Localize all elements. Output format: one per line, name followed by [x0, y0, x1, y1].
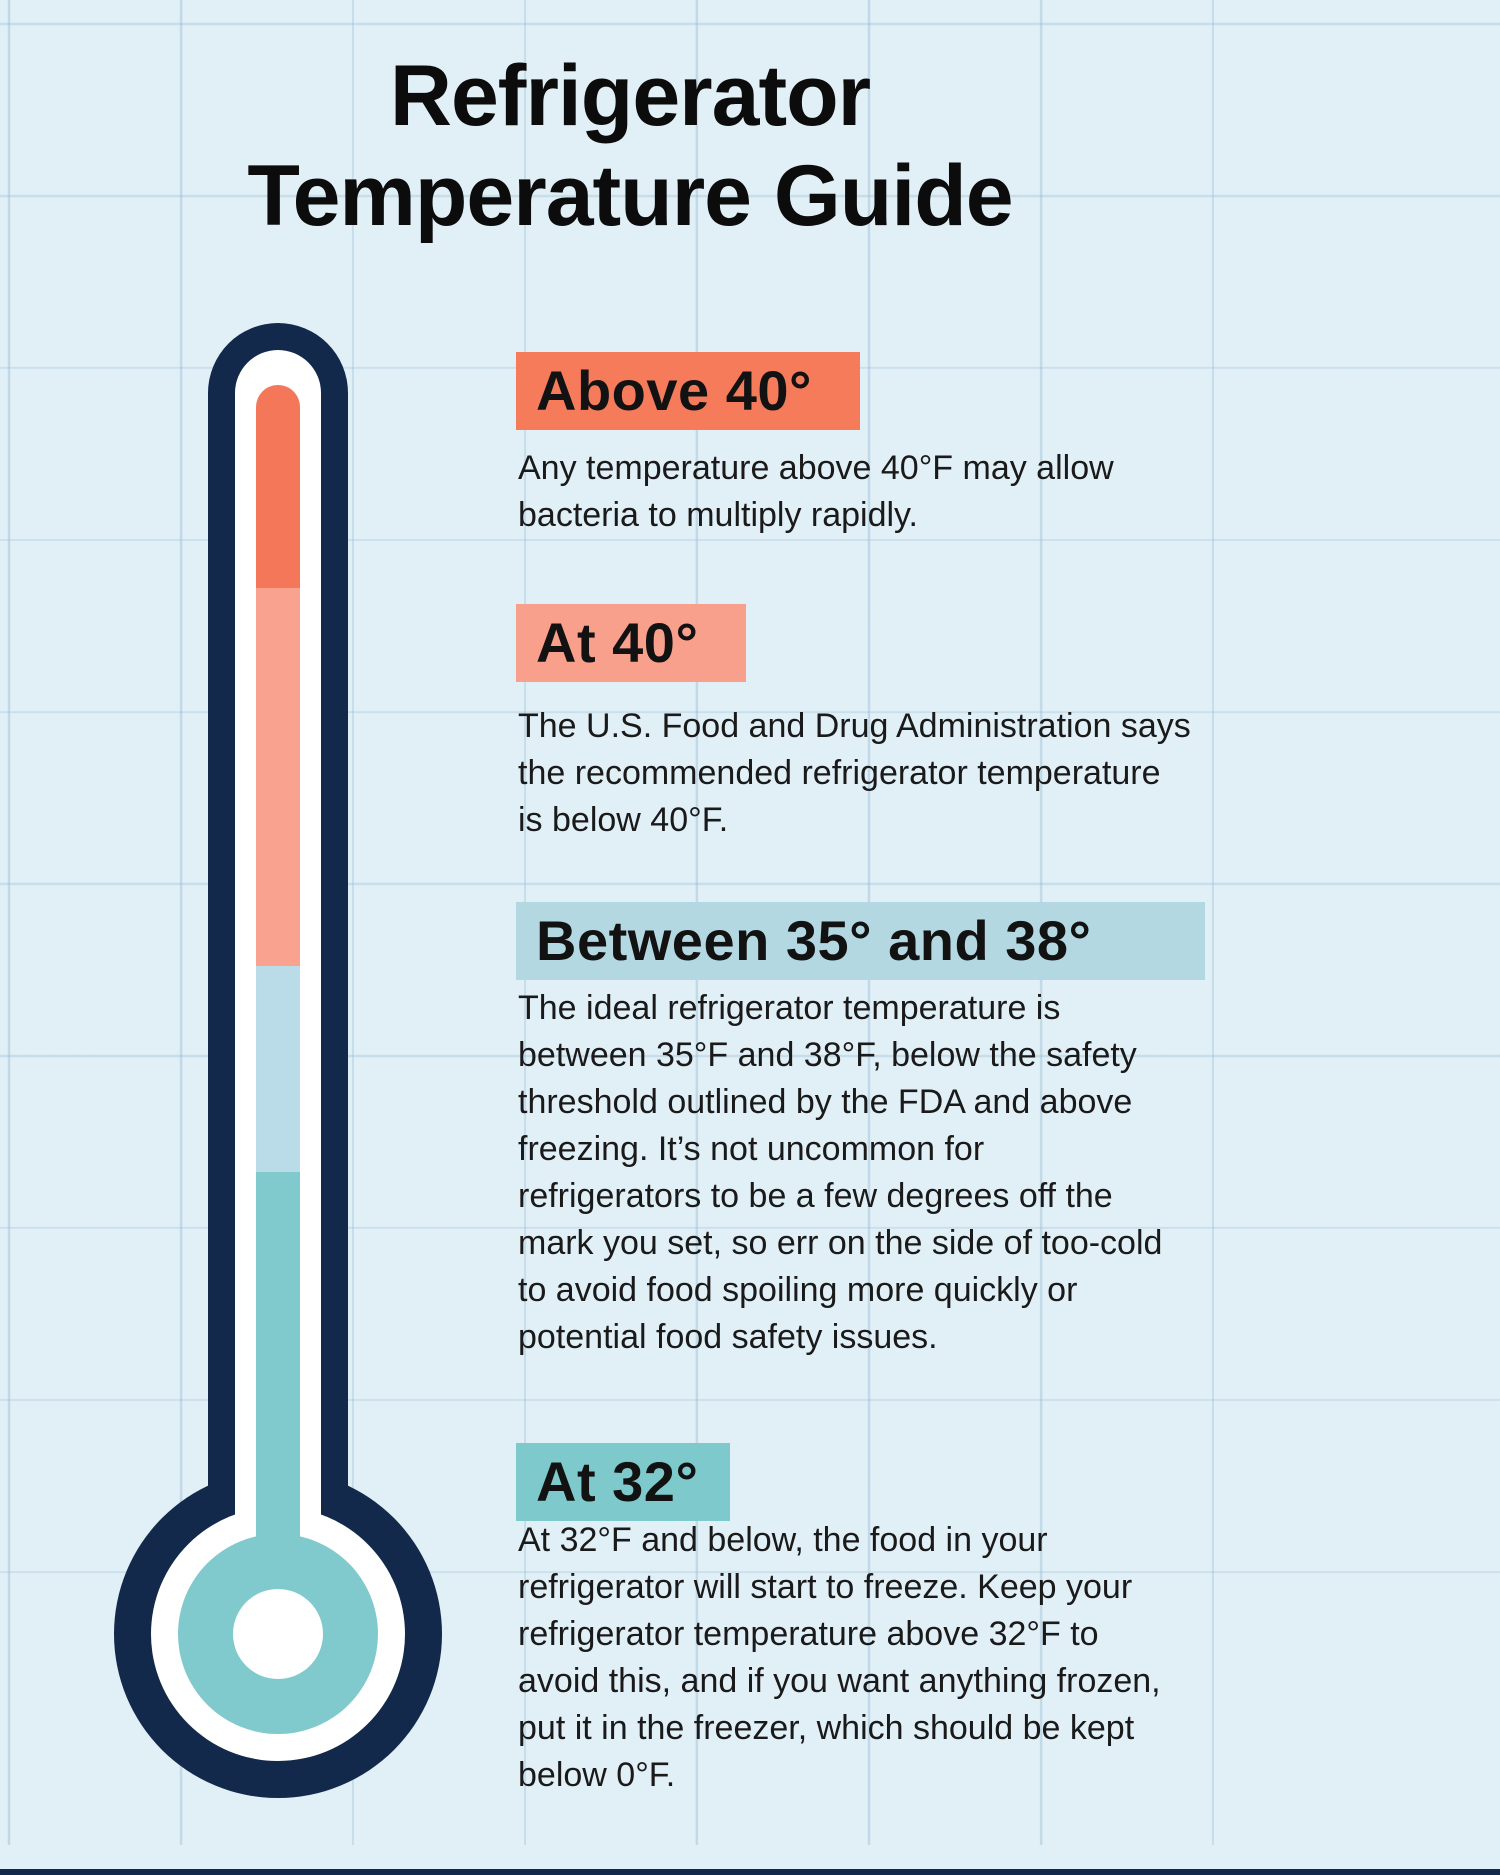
section-body-above-40: Any temperature above 40°F may allow bac…: [518, 449, 1114, 534]
section-body-at-40: The U.S. Food and Drug Administration sa…: [518, 707, 1191, 839]
section-heading-at-40: At 40°: [516, 604, 746, 682]
thermometer-segment-above-40: [256, 385, 300, 625]
thermometer-bulb-hole: [233, 1589, 323, 1679]
thermometer-segment-at-32: [178, 1172, 378, 1734]
thermometer-segment-at-40: [256, 588, 300, 966]
bottom-accent-bar: [0, 1869, 1500, 1875]
thermometer-segment-between-35-38: [256, 966, 300, 1172]
section-heading-above-40: Above 40°: [516, 352, 860, 430]
thermometer-illustration: [114, 323, 442, 1798]
section-body-between-35-38: The ideal refrigerator temperature is be…: [518, 989, 1163, 1356]
page-title: Refrigerator Temperature Guide: [247, 48, 1013, 244]
section-heading-at-32: At 32°: [516, 1443, 730, 1521]
section-body-at-32: At 32°F and below, the food in your refr…: [518, 1521, 1161, 1794]
section-heading-between-35-38: Between 35° and 38°: [516, 902, 1205, 980]
